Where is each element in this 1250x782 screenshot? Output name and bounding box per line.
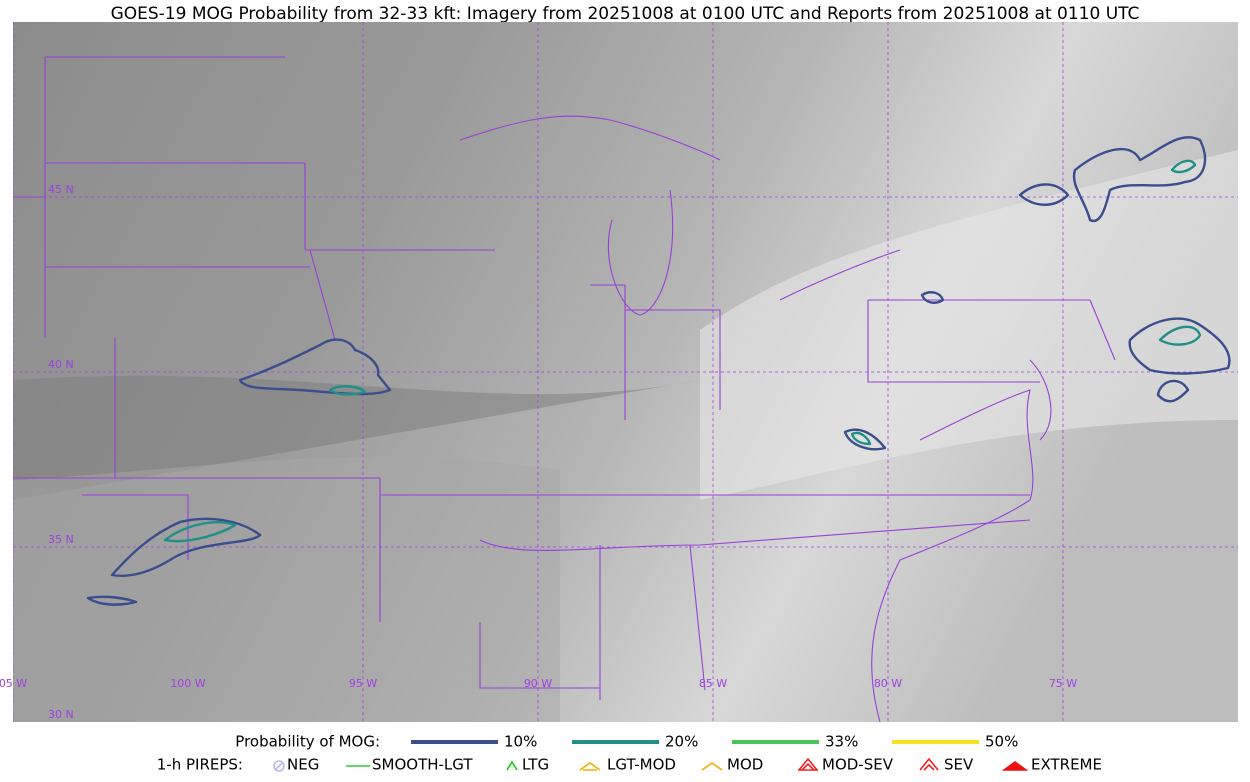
legend: Probability of MOG: 1-h PIREPS: 10% 20% 33… [157, 733, 1102, 774]
legend-label: SMOOTH-LGT [372, 756, 473, 774]
map [13, 22, 1238, 722]
lat-label: 40 N [48, 358, 74, 371]
legend-symbol [701, 762, 723, 771]
contour-10 [1156, 379, 1190, 403]
contour-10 [1128, 317, 1231, 375]
legend-label: NEG [287, 756, 319, 774]
lat-label: 30 N [48, 708, 74, 721]
grid [13, 22, 1238, 722]
contour-20 [163, 521, 237, 543]
legend-label: LGT-MOD [607, 756, 676, 774]
legend-label: LTG [522, 756, 549, 774]
contour-10 [1072, 136, 1207, 223]
legend-label: 33% [825, 733, 858, 751]
map-title: GOES-19 MOG Probability from 32-33 kft: … [111, 4, 1140, 24]
moist-band [13, 457, 560, 722]
lon-label: 75 W [1049, 677, 1077, 690]
legend-symbol [798, 757, 818, 771]
legend-label: SEV [944, 756, 974, 774]
lon-label: 100 W [170, 677, 205, 690]
moist-band [700, 150, 1238, 500]
legend-symbol [579, 762, 601, 771]
legend-title: Probability of MOG: [235, 733, 380, 751]
legend-label: 20% [665, 733, 698, 751]
contour-10 [843, 428, 887, 451]
lat-label: 35 N [48, 533, 74, 546]
contour-20 [328, 385, 367, 396]
lon-label: 85 W [699, 677, 727, 690]
legend-label: EXTREME [1031, 756, 1102, 774]
contour-10 [1018, 183, 1070, 206]
contour-10 [110, 517, 262, 577]
legend-label: MOD-SEV [822, 756, 894, 774]
contour-10 [920, 291, 945, 304]
legend-label: 10% [504, 733, 537, 751]
legend-label: MOD [727, 756, 763, 774]
contour-20 [850, 431, 872, 446]
legend-symbol [1001, 761, 1029, 771]
lon-label: 80 W [874, 677, 902, 690]
legend-symbol [506, 760, 518, 771]
contour-20 [1158, 325, 1202, 346]
legend-label: 50% [985, 733, 1018, 751]
lon-label: 95 W [349, 677, 377, 690]
contour-20 [1170, 159, 1197, 174]
legend-title: 1-h PIREPS: [157, 756, 243, 774]
grid-labels: 45 N 40 N 35 N 30 N 05 W 100 W 95 W 90 W… [0, 183, 1077, 721]
contour-10 [86, 595, 138, 606]
lat-label: 45 N [48, 183, 74, 196]
legend-symbol [273, 760, 285, 772]
contour-10 [238, 338, 392, 396]
lon-label: 90 W [524, 677, 552, 690]
contours [86, 136, 1231, 606]
borders [13, 56, 1116, 722]
lon-label: 05 W [0, 677, 27, 690]
legend-symbol [919, 757, 939, 771]
